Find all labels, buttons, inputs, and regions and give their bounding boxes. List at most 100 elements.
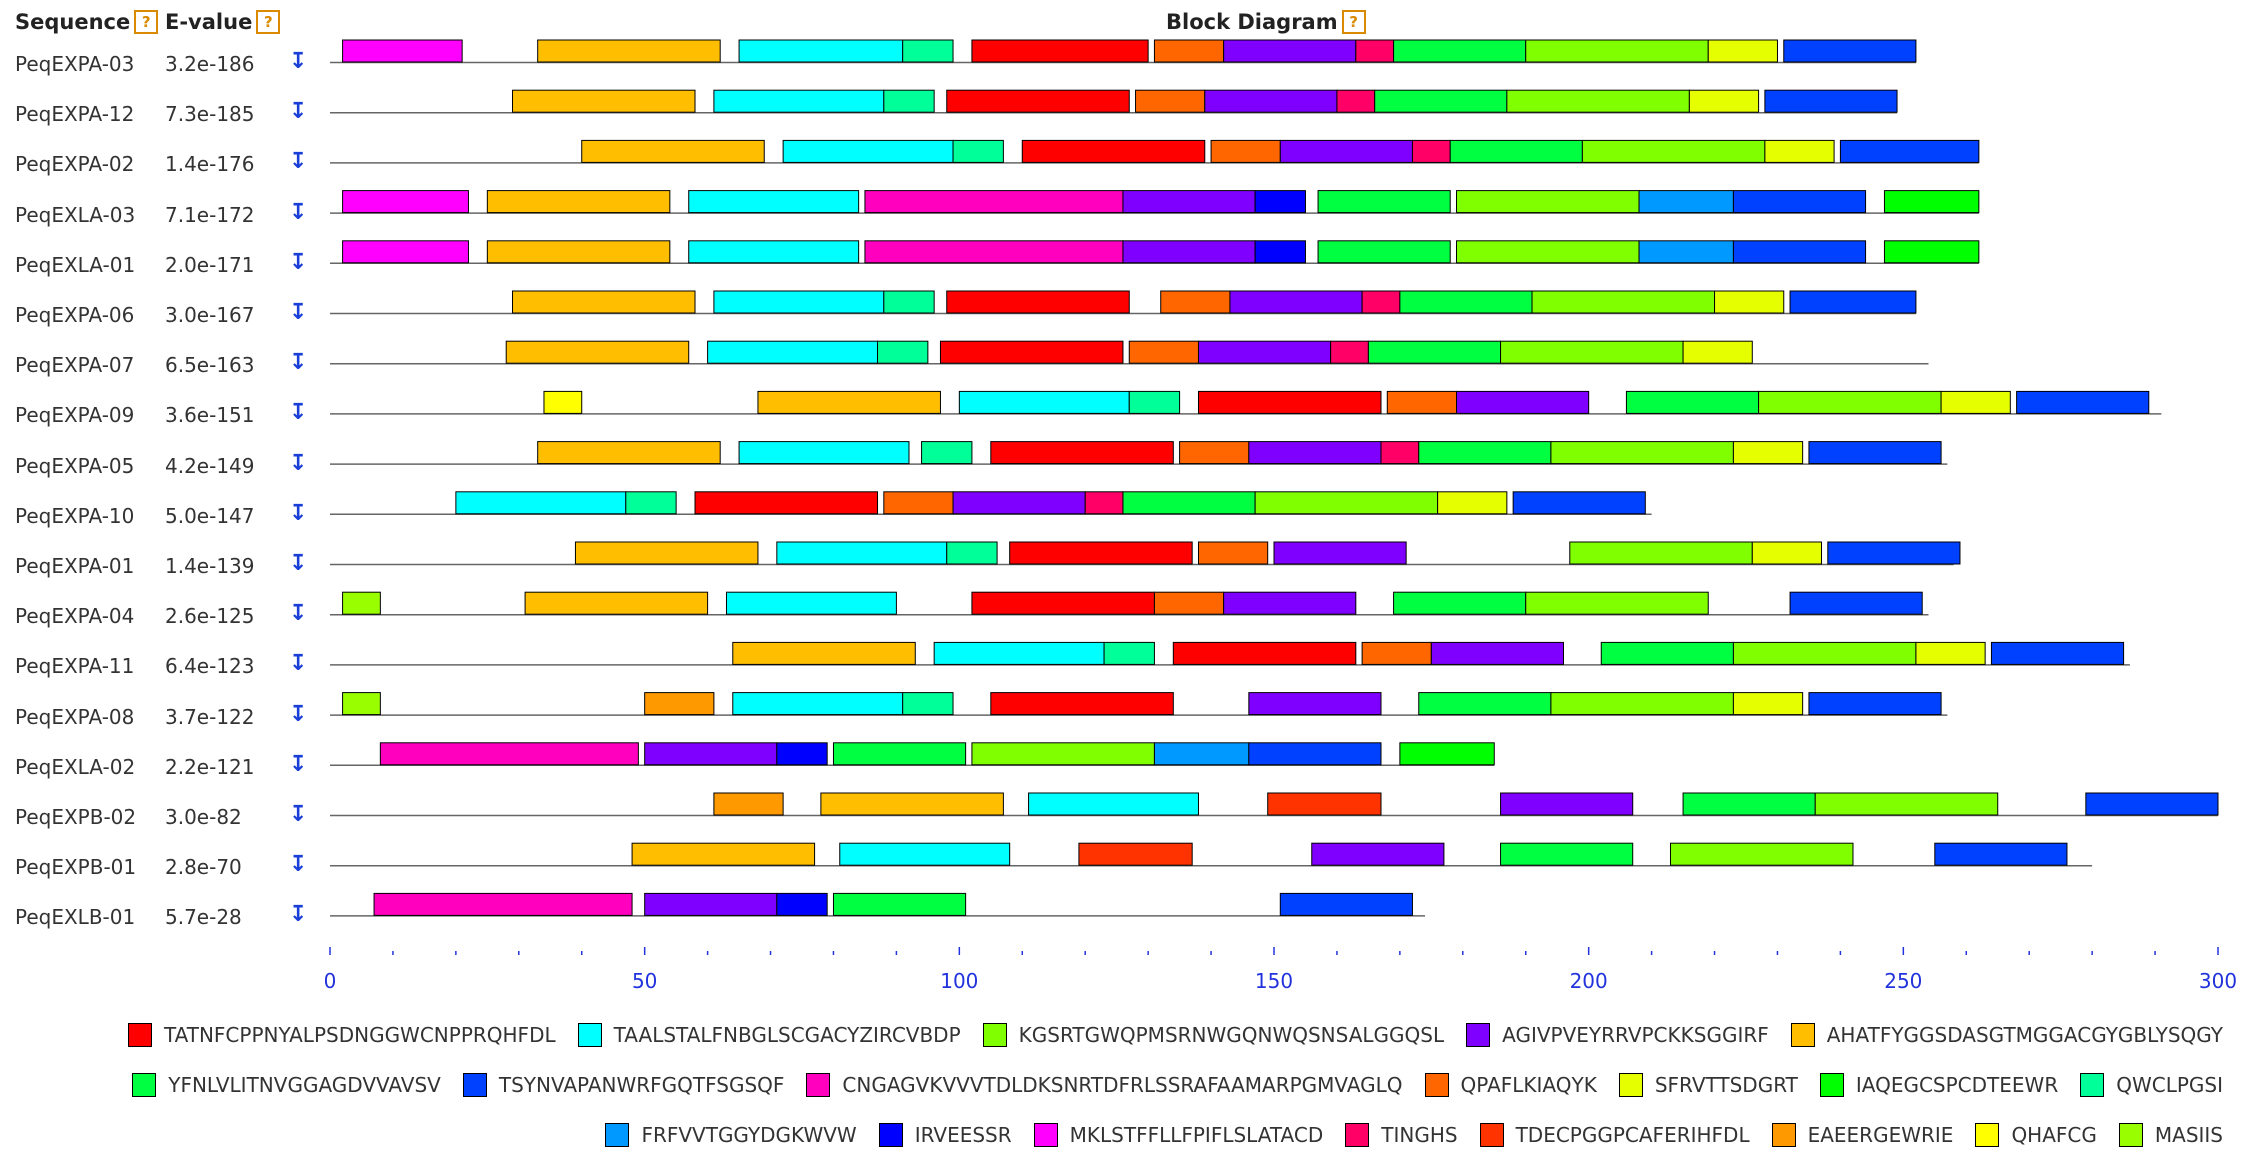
motif-block[interactable] (1732, 190, 1867, 214)
motif-block[interactable] (1361, 641, 1432, 665)
motif-block[interactable] (1386, 390, 1458, 414)
motif-block[interactable] (757, 390, 941, 414)
motif-block[interactable] (1411, 139, 1451, 163)
motif-block[interactable] (688, 240, 860, 264)
download-arrow-icon[interactable]: ↧ (289, 450, 308, 476)
motif-block[interactable] (1732, 240, 1867, 264)
motif-block[interactable] (1311, 842, 1445, 866)
sequence-name[interactable]: PeqEXPA-04 (15, 604, 135, 629)
motif-block[interactable] (644, 742, 778, 766)
legend-item[interactable]: EAEERGEWRIE (1771, 1123, 1953, 1147)
motif-block[interactable] (2085, 792, 2219, 816)
motif-block[interactable] (1732, 641, 1917, 665)
motif-block[interactable] (1380, 441, 1420, 465)
legend-item[interactable]: TAALSTALFNBGLSCGACYZIRCVBDP (577, 1023, 961, 1047)
legend-item[interactable]: AHATFYGGSDASGTMGGACGYGBLYSQGY (1790, 1023, 2223, 1047)
motif-block[interactable] (1361, 290, 1401, 314)
motif-block[interactable] (644, 892, 778, 916)
motif-block[interactable] (1254, 240, 1306, 264)
motif-block[interactable] (512, 89, 696, 113)
motif-block[interactable] (1625, 390, 1760, 414)
motif-block[interactable] (1600, 641, 1734, 665)
motif-block[interactable] (1550, 441, 1734, 465)
motif-block[interactable] (939, 340, 1124, 364)
motif-block[interactable] (1122, 190, 1256, 214)
motif-block[interactable] (946, 541, 998, 565)
motif-block[interactable] (1135, 89, 1206, 113)
motif-block[interactable] (1525, 591, 1709, 615)
motif-block[interactable] (877, 340, 929, 364)
motif-block[interactable] (1336, 89, 1376, 113)
motif-block[interactable] (1883, 240, 1980, 264)
motif-block[interactable] (952, 491, 1086, 515)
motif-block[interactable] (971, 742, 1155, 766)
motif-block[interactable] (1814, 792, 1999, 816)
download-arrow-icon[interactable]: ↧ (289, 199, 308, 225)
download-arrow-icon[interactable]: ↧ (289, 400, 308, 426)
sequence-name[interactable]: PeqEXPA-03 (15, 52, 135, 76)
motif-block[interactable] (990, 692, 1174, 716)
motif-block[interactable] (1732, 692, 1804, 716)
motif-block[interactable] (543, 390, 583, 414)
sequence-name[interactable]: PeqEXPA-10 (15, 503, 135, 528)
sequence-name[interactable]: PeqEXPA-11 (15, 654, 135, 679)
sequence-name[interactable]: PeqEXLA-02 (15, 754, 136, 779)
download-arrow-icon[interactable]: ↧ (289, 651, 308, 677)
sequence-name[interactable]: PeqEXPA-06 (15, 303, 135, 327)
download-arrow-icon[interactable]: ↧ (289, 300, 308, 325)
motif-block[interactable] (1669, 842, 1854, 866)
motif-block[interactable] (1317, 240, 1451, 264)
motif-block[interactable] (1525, 39, 1709, 63)
motif-block[interactable] (1128, 390, 1181, 414)
legend-item[interactable]: IAQEGCSPCDTEEWR (1819, 1073, 2058, 1097)
motif-block[interactable] (713, 89, 885, 113)
motif-block[interactable] (1248, 692, 1382, 716)
motif-block[interactable] (1531, 290, 1716, 314)
motif-block[interactable] (1934, 842, 2068, 866)
motif-block[interactable] (776, 742, 828, 766)
download-arrow-icon[interactable]: ↧ (289, 350, 308, 376)
motif-block[interactable] (1500, 792, 1634, 816)
motif-block[interactable] (512, 290, 696, 314)
legend-item[interactable]: IRVEESSR (878, 1123, 1012, 1147)
motif-block[interactable] (688, 190, 860, 214)
motif-block[interactable] (1839, 139, 1980, 163)
motif-block[interactable] (713, 792, 784, 816)
download-arrow-icon[interactable]: ↧ (289, 701, 308, 727)
motif-block[interactable] (694, 491, 879, 515)
motif-block[interactable] (1456, 390, 1590, 414)
download-arrow-icon[interactable]: ↧ (289, 149, 308, 175)
motif-block[interactable] (1732, 441, 1804, 465)
legend-item[interactable]: TATNFCPPNYALPSDNGGWCNPPRQHFDL (127, 1023, 556, 1047)
motif-block[interactable] (1990, 641, 2125, 665)
motif-block[interactable] (1197, 390, 1382, 414)
sequence-help-icon[interactable]: ? (134, 10, 159, 34)
motif-block[interactable] (1512, 491, 1646, 515)
motif-block[interactable] (1267, 792, 1382, 816)
motif-block[interactable] (839, 842, 1011, 866)
legend-item[interactable]: CNGAGVKVVVTDLDKSNRTDFRLSSRAFAAMARPGMVAGL… (806, 1073, 1403, 1097)
motif-block[interactable] (921, 441, 973, 465)
legend-item[interactable]: TSYNVAPANWRFGQTFSGSQF (462, 1073, 784, 1097)
motif-block[interactable] (883, 89, 935, 113)
motif-block[interactable] (952, 139, 1004, 163)
motif-block[interactable] (1764, 139, 1835, 163)
download-arrow-icon[interactable]: ↧ (289, 551, 308, 576)
motif-block[interactable] (625, 491, 677, 515)
motif-block[interactable] (1122, 491, 1256, 515)
motif-block[interactable] (1078, 842, 1193, 866)
motif-block[interactable] (1437, 491, 1508, 515)
legend-item[interactable]: AGIVPVEYRRVPCKKSGGIRF (1466, 1023, 1769, 1047)
motif-block[interactable] (713, 290, 885, 314)
legend-item[interactable]: KGSRTGWQPMSRNWGQNWQSNSALGGQSL (982, 1023, 1444, 1047)
motif-block[interactable] (486, 190, 671, 214)
motif-block[interactable] (1456, 190, 1640, 214)
motif-block[interactable] (902, 39, 954, 63)
motif-block[interactable] (486, 240, 671, 264)
legend-item[interactable]: QHAFCG (1975, 1123, 2097, 1147)
motif-block[interactable] (2016, 390, 2150, 414)
motif-block[interactable] (1393, 591, 1527, 615)
motif-block[interactable] (574, 541, 759, 565)
motif-block[interactable] (1550, 692, 1734, 716)
sequence-name[interactable]: PeqEXPA-12 (15, 102, 135, 127)
